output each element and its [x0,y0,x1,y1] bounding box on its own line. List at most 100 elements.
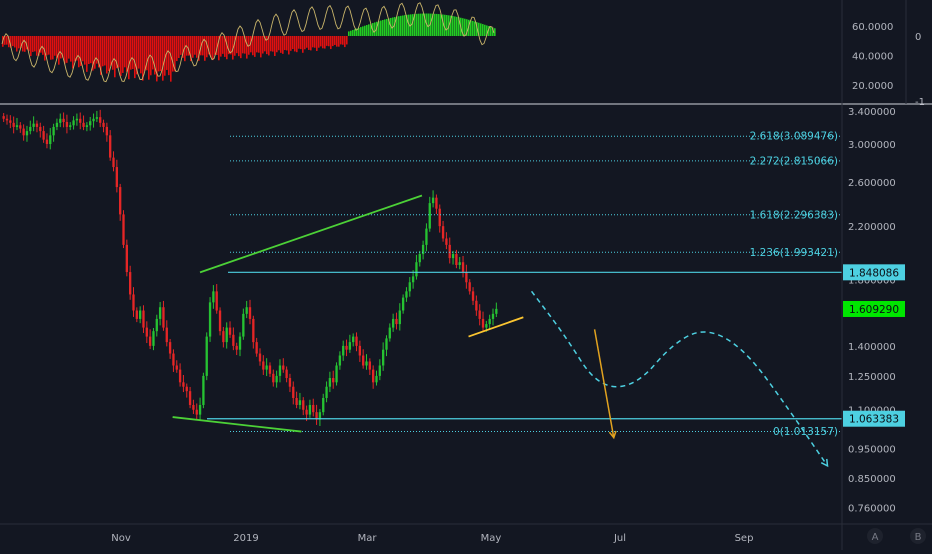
oscillator-histogram-bar [6,36,8,45]
candle-body [372,369,375,383]
oscillator-histogram-bar [106,36,108,74]
candle-body [49,135,52,145]
time-tick-label: Mar [358,533,378,544]
candle-body [122,214,125,245]
oscillator-histogram-bar [244,36,246,54]
candle-body [352,336,355,343]
candle-body [335,365,338,383]
candle-body [438,208,441,227]
oscillator-histogram-bar [88,36,90,65]
time-axis[interactable]: Nov 2019 Mar May Jul Sep [111,533,753,544]
candle-body [89,121,92,126]
oscillator-histogram-bar [310,36,312,51]
bottom-button[interactable] [910,528,926,544]
candle-body [268,365,272,374]
oscillator-histogram-bar [218,36,220,61]
oscillator-histogram-bar [138,36,140,69]
candle-body [258,353,262,362]
oscillator-histogram-bar [296,36,298,53]
price-tick-label: 2.600000 [848,178,896,189]
candle-body [358,345,362,356]
oscillator-histogram-bar [110,36,112,66]
candle-body [232,334,235,346]
oscillator-histogram-bar [302,36,304,53]
oscillator-histogram-bar [478,22,480,36]
oscillator-histogram-bar [352,29,354,36]
oscillator-histogram-bar [464,18,466,36]
oscillator-histogram-bar [116,36,118,69]
candle-body [182,382,185,387]
candle-body [468,282,471,292]
oscillator-histogram-bar [390,17,392,36]
candle-body [148,336,152,346]
time-tick-label: 2019 [233,533,258,544]
candle-body [318,412,322,420]
oscillator-histogram-bar [20,36,22,49]
oscillator-histogram-bar [300,36,302,50]
oscillator-histogram-bar [356,28,358,36]
oscillator-histogram-bar [348,31,350,36]
oscillator-histogram-bar [90,36,92,64]
oscillator-histogram-bar [212,36,214,61]
oscillator-histogram-bar [270,36,272,52]
oscillator-histogram-bar [484,24,486,36]
candle-body [222,331,225,343]
oscillator-histogram-bar [96,36,98,64]
oscillator-histogram-bar [222,36,224,54]
candle-body [55,122,59,127]
candle-body [491,313,495,319]
candle-body [105,126,109,136]
candle-body [398,310,401,325]
candle-body [95,117,99,119]
oscillator-histogram-bar [280,36,282,53]
candle-body [391,318,395,328]
oscillator-histogram-bar [346,36,348,45]
candle-body [19,125,22,129]
oscillator-histogram-bar [290,36,292,51]
candle-body [82,122,85,127]
oscillator-histogram-bar [18,36,20,49]
oscillator-histogram-bar [350,30,352,36]
oscillator-histogram-bar [480,23,482,36]
oscillator-histogram-bar [100,36,102,75]
oscillator-histogram-bar [132,36,134,70]
oscillator-histogram-bar [466,19,468,36]
candle-body [441,226,445,239]
candle-body [12,122,15,127]
oscillator-histogram-bar [452,16,454,36]
oscillator-histogram-bar [234,36,236,56]
oscillator-histogram-bar [364,25,366,36]
oscillator-histogram-bar [414,13,416,37]
oscillator-tick-label: 60.0000 [852,22,893,33]
candle-body [288,378,292,387]
oscillator-histogram-bar [84,36,86,65]
oscillator-histogram-bar [74,36,76,62]
price-label-box [843,300,905,317]
fibonacci-layer: 2.618(3.089476) 2.272(2.815066) 1.618(2.29… [230,131,842,438]
oscillator-histogram-bar [136,36,138,75]
oscillator-histogram-bar [184,36,186,62]
bottom-button[interactable] [867,528,883,544]
oscillator-histogram-bar [246,36,248,59]
oscillator-histogram-bar [278,36,280,51]
oscillator-histogram-bar [264,36,266,52]
oscillator-histogram-bar [418,13,420,36]
candle-body [368,361,372,370]
candle-body [262,361,265,370]
candle-body [85,125,89,127]
oscillator-histogram-bar [354,29,356,36]
oscillator-histogram-bar [276,36,278,53]
candle-body [322,397,325,413]
candle-body [69,125,72,127]
candle-body [115,167,119,188]
oscillator-histogram-bar [254,36,256,57]
oscillator-histogram-bar [156,36,158,82]
candle-body [175,365,178,370]
price-tick-label: 3.000000 [848,140,896,151]
candle-body [328,378,332,387]
candle-body [39,126,42,132]
oscillator-histogram-bar [340,36,342,45]
